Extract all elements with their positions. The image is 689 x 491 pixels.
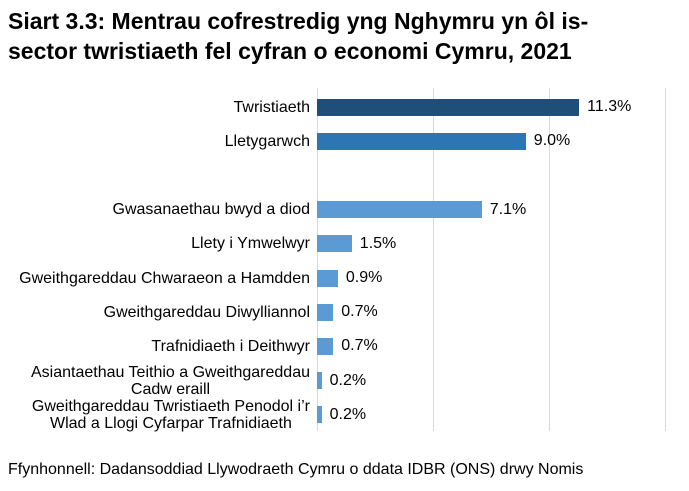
category-label-text: Asiantaethau Teithio a Gweithgareddau Cad… xyxy=(30,363,310,398)
bar-zone: 1.5% xyxy=(317,227,396,261)
bar xyxy=(317,132,526,150)
chart-row: Twristiaeth 11.3% xyxy=(0,90,689,124)
chart-row: Gweithgareddau Diwylliannol 0.7% xyxy=(0,295,689,329)
category-label-text: Trafnidiaeth i Deithwyr xyxy=(151,337,310,355)
category-label: Gwasanaethau bwyd a diod xyxy=(0,201,310,218)
bar xyxy=(317,235,352,253)
chart-row: Gweithgareddau Twristiaeth Penodol i’r Wl… xyxy=(0,398,689,432)
plot-area: Twristiaeth 11.3% Lletygarwch 9.0% Gwasanaet… xyxy=(0,88,689,432)
chart-row: Lletygarwch 9.0% xyxy=(0,124,689,158)
bar xyxy=(317,201,482,219)
bar xyxy=(317,337,334,355)
grid-line xyxy=(549,88,550,431)
value-label: 0.7% xyxy=(341,337,378,355)
bar-zone: 0.2% xyxy=(317,398,366,432)
chart-title: Siart 3.3: Mentrau cofrestredig yng Nghy… xyxy=(8,8,589,64)
chart-rows: Twristiaeth 11.3% Lletygarwch 9.0% Gwasanaet… xyxy=(0,90,689,432)
bar xyxy=(317,406,322,424)
grid-line xyxy=(665,88,666,431)
category-label: Asiantaethau Teithio a Gweithgareddau Cad… xyxy=(0,364,310,398)
grid-line xyxy=(317,88,318,431)
gridlines xyxy=(317,88,666,431)
category-label-text: Gweithgareddau Chwaraeon a Hamdden xyxy=(19,269,310,287)
category-label-text: Gweithgareddau Diwylliannol xyxy=(103,303,310,321)
bar xyxy=(317,98,580,116)
category-label: Trafnidiaeth i Deithwyr xyxy=(0,338,310,355)
bar-zone: 0.9% xyxy=(317,261,382,295)
value-label: 11.3% xyxy=(587,98,632,116)
category-label-text: Lletygarwch xyxy=(224,132,310,150)
bar xyxy=(317,372,322,390)
category-label: Gweithgareddau Chwaraeon a Hamdden xyxy=(0,270,310,287)
bar-zone: 11.3% xyxy=(317,90,631,124)
chart-row: Trafnidiaeth i Deithwyr 0.7% xyxy=(0,329,689,363)
category-label: Twristiaeth xyxy=(0,99,310,116)
chart-row: Asiantaethau Teithio a Gweithgareddau Cad… xyxy=(0,364,689,398)
bar-zone: 7.1% xyxy=(317,193,526,227)
category-label: Lletygarwch xyxy=(0,133,310,150)
bar xyxy=(317,303,334,321)
category-label: Llety i Ymwelwyr xyxy=(0,235,310,252)
value-label: 9.0% xyxy=(533,132,571,150)
chart-row xyxy=(0,158,689,192)
value-label: 7.1% xyxy=(489,200,527,218)
category-label-text: Gweithgareddau Twristiaeth Penodol i’r Wl… xyxy=(31,397,310,432)
value-label: 0.9% xyxy=(345,269,383,287)
category-label-text: Twristiaeth xyxy=(233,98,310,116)
grid-line xyxy=(433,88,434,431)
category-label: Gweithgareddau Diwylliannol xyxy=(0,304,310,321)
chart-row: Gweithgareddau Chwaraeon a Hamdden 0.9% xyxy=(0,261,689,295)
category-label-text: Llety i Ymwelwyr xyxy=(191,235,310,253)
bar-zone: 9.0% xyxy=(317,124,570,158)
value-label: 0.7% xyxy=(341,303,378,321)
chart-row: Llety i Ymwelwyr 1.5% xyxy=(0,227,689,261)
bar-zone: 0.7% xyxy=(317,329,378,363)
bar xyxy=(317,269,338,287)
category-label: Gweithgareddau Twristiaeth Penodol i’r Wl… xyxy=(0,398,310,432)
bar-zone: 0.7% xyxy=(317,295,378,329)
value-label: 0.2% xyxy=(329,405,367,423)
source-note: Ffynhonnell: Dadansoddiad Llywodraeth Cy… xyxy=(8,461,584,478)
bar-zone: 0.2% xyxy=(317,364,366,398)
value-label: 1.5% xyxy=(359,234,397,252)
chart-row: Gwasanaethau bwyd a diod 7.1% xyxy=(0,193,689,227)
value-label: 0.2% xyxy=(329,371,367,389)
category-label-text: Gwasanaethau bwyd a diod xyxy=(112,201,310,219)
